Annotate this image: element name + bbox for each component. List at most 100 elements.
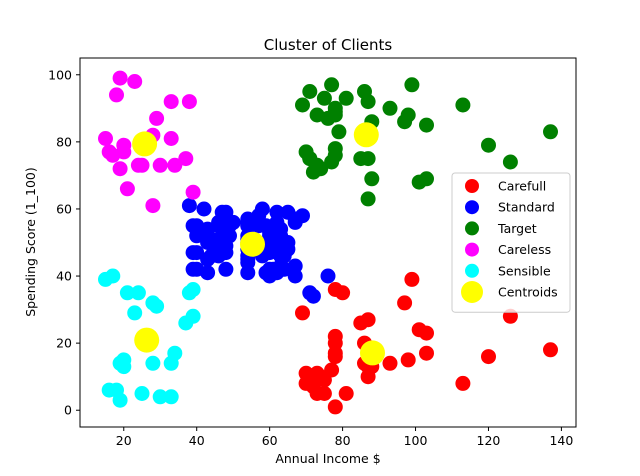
data-point-standard [240,218,256,234]
data-point-sensible [134,386,150,401]
data-point-sensible [163,389,179,405]
data-point-carefull [327,399,343,415]
legend-marker [461,281,483,303]
data-point-target [295,97,310,113]
data-point-target [404,77,420,93]
data-point-carefull [295,305,310,321]
data-point-sensible [105,268,121,284]
x-tick-label: 100 [404,433,428,448]
data-point-standard [189,245,205,261]
data-point-target [382,100,398,116]
data-point-target [455,97,471,113]
y-axis-label: Spending Score (1_100) [23,167,38,317]
data-point-careless [145,198,161,214]
y-tick-label: 20 [56,336,72,351]
data-point-carefull [327,349,343,365]
data-point-careless [109,87,124,103]
centroid-point [353,122,379,148]
data-point-carefull [338,386,354,401]
data-point-carefull [455,375,471,391]
data-point-carefull [360,312,376,328]
data-point-careless [119,181,135,197]
data-point-standard [225,214,241,230]
x-tick-label: 20 [116,433,132,448]
x-tick-label: 40 [189,433,205,448]
data-point-standard [320,268,336,284]
data-point-carefull [324,362,340,378]
data-point-carefull [400,352,416,368]
data-point-careless [163,94,179,110]
legend-marker [465,263,479,278]
legend-label: Carefull [498,179,546,194]
data-point-target [400,107,416,123]
data-point-careless [149,110,165,126]
data-point-sensible [152,389,168,405]
data-point-target [360,151,376,167]
data-point-careless [127,74,143,89]
data-point-target [360,191,376,207]
data-point-careless [112,161,128,177]
data-point-standard [273,221,289,237]
data-point-target [419,117,434,133]
data-point-carefull [419,345,434,361]
data-point-target [364,171,380,187]
x-axis-label: Annual Income $ [275,451,380,466]
legend-box [451,172,571,313]
data-point-standard [218,261,234,277]
data-point-careless [167,157,183,173]
chart-title: Cluster of Clients [264,36,393,54]
data-point-sensible [167,345,183,361]
legend-marker [465,179,479,193]
data-point-careless [116,137,132,153]
legend-label: Standard [498,200,555,215]
x-axis: 20 40 60 80 100 120 140 [116,427,573,448]
data-point-sensible [130,285,146,301]
data-point-target [313,161,329,177]
data-point-careless [152,157,168,173]
data-point-sensible [145,355,161,371]
plot-area [98,70,558,415]
data-point-standard [280,235,296,250]
centroid-point [132,131,158,157]
legend-label: Sensible [498,263,551,278]
x-tick-label: 140 [549,433,573,448]
data-point-careless [163,131,179,146]
data-point-carefull [316,386,332,401]
data-point-carefull [335,285,351,301]
centroid-point [360,340,385,366]
y-tick-label: 0 [64,403,72,418]
data-point-target [481,137,496,153]
legend-label: Centroids [498,285,558,300]
data-point-standard [181,198,197,214]
data-point-target [331,124,347,140]
data-point-careless [185,184,201,200]
x-tick-label: 60 [262,433,278,448]
y-tick-label: 100 [48,67,72,82]
plot-frame [79,57,577,428]
data-point-standard [196,201,212,217]
data-point-carefull [404,271,420,287]
data-point-careless [112,70,128,86]
data-point-target [502,154,518,170]
data-point-target [360,94,376,110]
data-point-target [327,141,343,157]
data-point-sensible [185,308,201,324]
centroid-point [134,327,160,353]
data-point-carefull [419,325,434,341]
data-point-carefull [543,342,558,358]
data-point-carefull [481,349,496,365]
y-tick-label: 80 [56,134,72,149]
data-point-sensible [185,282,201,297]
legend-label: Target [497,221,537,236]
x-tick-label: 80 [335,433,351,448]
data-point-target [543,124,558,140]
data-point-standard [254,201,270,217]
data-point-standard [305,288,321,304]
data-point-carefull [327,335,343,351]
data-point-target [338,90,354,106]
data-point-sensible [149,298,165,314]
data-point-standard [200,265,216,281]
y-tick-label: 60 [56,201,72,216]
data-point-sensible [116,359,132,375]
